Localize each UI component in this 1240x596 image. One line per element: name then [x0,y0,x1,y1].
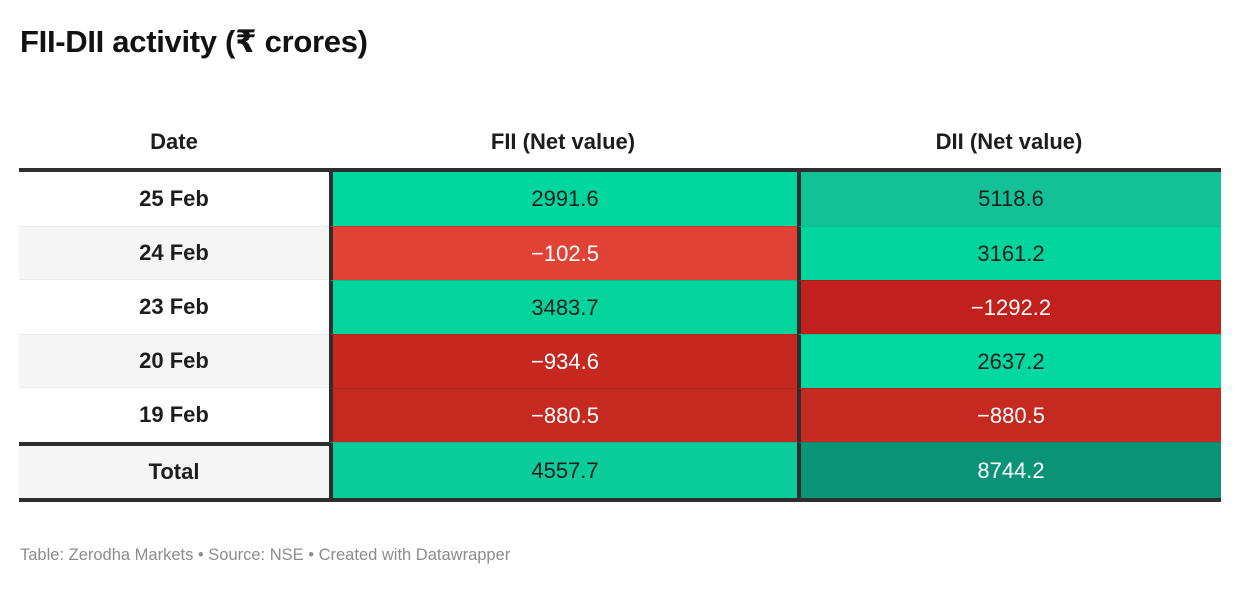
table-row: 20 Feb −934.6 2637.2 [19,334,1221,388]
table-row: 25 Feb 2991.6 5118.6 [19,172,1221,226]
fii-value-cell: 3483.7 [329,280,797,334]
dii-value-cell: 2637.2 [797,334,1221,388]
fii-value-cell: 2991.6 [329,172,797,226]
page: FII-DII activity (₹ crores) Date FII (Ne… [19,24,1221,564]
table-row: 24 Feb −102.5 3161.2 [19,226,1221,280]
fii-value-cell: −934.6 [329,334,797,388]
attribution-footer: Table: Zerodha Markets • Source: NSE • C… [20,546,511,564]
date-cell: 24 Feb [19,226,329,280]
table-row: 23 Feb 3483.7 −1292.2 [19,280,1221,334]
dii-value-cell: 5118.6 [797,172,1221,226]
fii-dii-table: Date FII (Net value) DII (Net value) 25 … [19,116,1221,502]
dii-value-cell: −1292.2 [797,280,1221,334]
dii-value-cell: −880.5 [797,388,1221,442]
fii-value-cell: −102.5 [329,226,797,280]
total-dii-value-cell: 8744.2 [797,442,1221,502]
page-title: FII-DII activity (₹ crores) [20,24,368,59]
column-header-dii: DII (Net value) [797,116,1221,172]
dii-value-cell: 3161.2 [797,226,1221,280]
date-cell: 19 Feb [19,388,329,442]
date-cell: 23 Feb [19,280,329,334]
date-cell: 20 Feb [19,334,329,388]
date-cell: 25 Feb [19,172,329,226]
total-label-cell: Total [19,442,329,502]
table-row: 19 Feb −880.5 −880.5 [19,388,1221,442]
total-fii-value-cell: 4557.7 [329,442,797,502]
fii-value-cell: −880.5 [329,388,797,442]
column-header-fii: FII (Net value) [329,116,797,172]
column-header-date: Date [19,116,329,172]
header-row: Date FII (Net value) DII (Net value) [19,116,1221,172]
total-row: Total 4557.7 8744.2 [19,442,1221,502]
